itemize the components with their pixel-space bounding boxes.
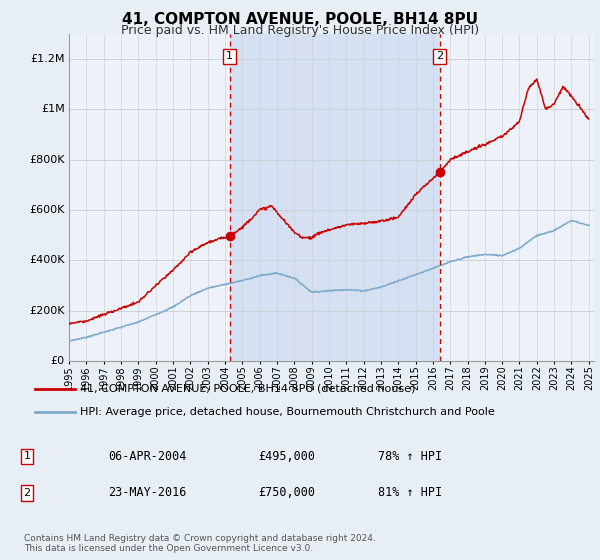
Text: 1: 1 (23, 451, 31, 461)
Text: Price paid vs. HM Land Registry's House Price Index (HPI): Price paid vs. HM Land Registry's House … (121, 24, 479, 36)
Text: £200K: £200K (29, 306, 65, 316)
Text: £0: £0 (50, 356, 65, 366)
Text: £1.2M: £1.2M (30, 54, 65, 64)
Text: 81% ↑ HPI: 81% ↑ HPI (378, 486, 442, 500)
Text: 41, COMPTON AVENUE, POOLE, BH14 8PU: 41, COMPTON AVENUE, POOLE, BH14 8PU (122, 12, 478, 27)
Text: Contains HM Land Registry data © Crown copyright and database right 2024.
This d: Contains HM Land Registry data © Crown c… (24, 534, 376, 553)
Bar (230, 34, 440, 361)
Text: HPI: Average price, detached house, Bournemouth Christchurch and Poole: HPI: Average price, detached house, Bour… (80, 407, 495, 417)
Text: 41, COMPTON AVENUE, POOLE, BH14 8PU (detached house): 41, COMPTON AVENUE, POOLE, BH14 8PU (det… (80, 384, 416, 394)
Text: 06-APR-2004: 06-APR-2004 (108, 450, 187, 463)
Text: 78% ↑ HPI: 78% ↑ HPI (378, 450, 442, 463)
Text: £495,000: £495,000 (258, 450, 315, 463)
Text: £600K: £600K (29, 205, 65, 215)
Text: £1M: £1M (41, 104, 65, 114)
Text: £800K: £800K (29, 155, 65, 165)
Text: £400K: £400K (29, 255, 65, 265)
Text: £750,000: £750,000 (258, 486, 315, 500)
Text: 1: 1 (226, 52, 233, 61)
Text: 23-MAY-2016: 23-MAY-2016 (108, 486, 187, 500)
Text: 2: 2 (436, 52, 443, 61)
Text: 2: 2 (23, 488, 31, 498)
